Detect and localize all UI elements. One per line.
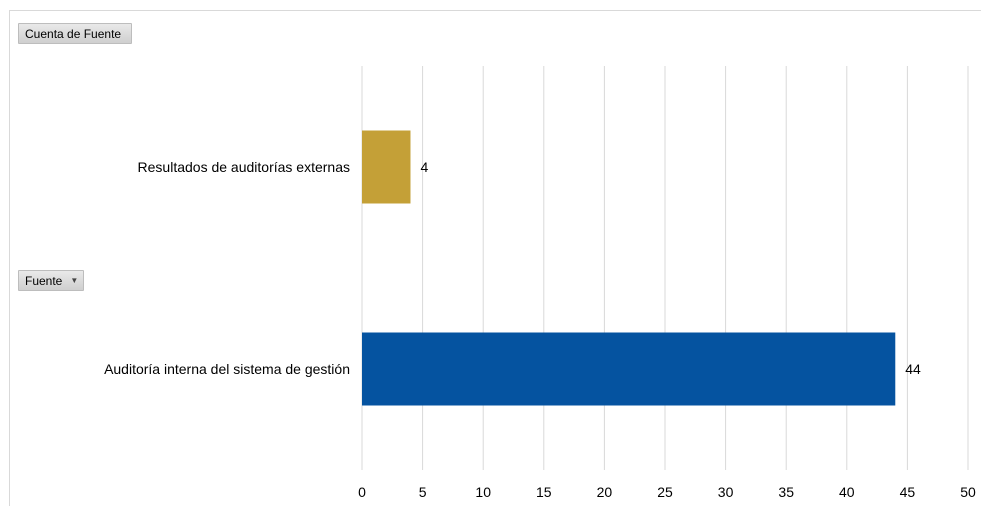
data-label: 4 [420, 159, 428, 175]
axis-field-button[interactable]: Fuente ▼ [18, 270, 84, 291]
dropdown-arrow-icon[interactable]: ▼ [70, 276, 79, 285]
x-tick-label: 5 [419, 484, 427, 500]
x-tick-label: 45 [900, 484, 916, 500]
bar [362, 332, 896, 406]
x-tick-label: 15 [536, 484, 552, 500]
x-tick-label: 30 [718, 484, 734, 500]
chart-frame [9, 10, 981, 506]
x-tick-label: 35 [778, 484, 794, 500]
x-tick-label: 0 [358, 484, 366, 500]
axis-field-label: Fuente [25, 273, 63, 288]
x-tick-label: 50 [960, 484, 976, 500]
x-tick-label: 40 [839, 484, 855, 500]
category-label: Auditoría interna del sistema de gestión [104, 361, 350, 377]
data-label: 44 [905, 361, 921, 377]
values-field-label: Cuenta de Fuente [25, 26, 122, 41]
x-tick-label: 20 [597, 484, 613, 500]
x-tick-label: 25 [657, 484, 673, 500]
category-label: Resultados de auditorías externas [138, 159, 350, 175]
values-field-button[interactable]: Cuenta de Fuente [18, 23, 132, 44]
x-tick-label: 10 [475, 484, 491, 500]
bar [362, 130, 411, 204]
